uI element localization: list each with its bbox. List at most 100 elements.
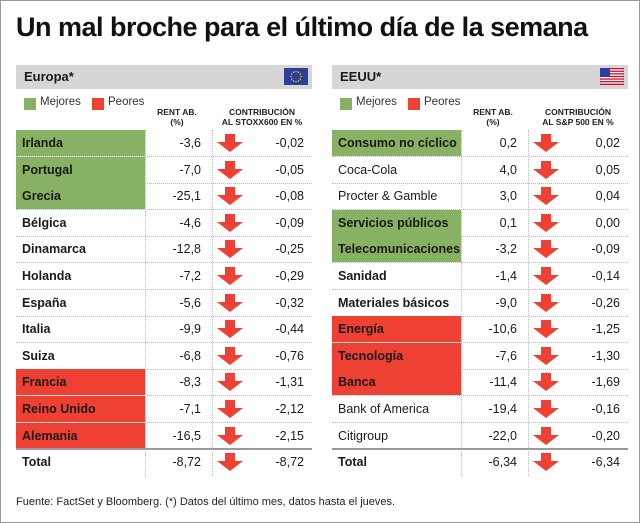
contrib-value: -0,32 (275, 295, 305, 310)
us-flag-icon (600, 68, 624, 85)
rent-value: 0,2 (499, 136, 517, 150)
row-label: Suiza (22, 348, 55, 363)
down-arrow-icon (217, 240, 243, 259)
down-arrow-icon (533, 320, 559, 339)
down-arrow-icon (217, 293, 243, 312)
legend-mejores-swatch (340, 98, 352, 110)
row-label: Consumo no cíclico (332, 130, 461, 156)
rent-value: -7,6 (495, 348, 517, 363)
contrib-value: -0,29 (275, 269, 305, 283)
europe-panel-header: Europa* (16, 65, 312, 89)
down-arrow-icon (533, 213, 559, 232)
table-row: Servicios públicos 0,1 0,00 (332, 209, 628, 237)
contrib-value: -0,20 (591, 428, 621, 443)
row-label: Coca-Cola (338, 162, 398, 177)
legend-peores-label: Peores (108, 96, 145, 108)
contrib-value: -1,69 (591, 375, 621, 390)
rent-header-line1: RENT AB. (473, 107, 513, 117)
table-row: Alemania -16,5 -2,15 (16, 422, 312, 450)
rent-value: -12,8 (172, 242, 202, 257)
row-label: Banca (332, 369, 461, 396)
total-row: Total -6,34 -6,34 (332, 449, 628, 476)
row-label: Bélgica (22, 215, 67, 230)
contrib-header-line2: AL STOXX600 EN % (221, 117, 303, 127)
eu-star (299, 73, 302, 75)
rent-column-header: RENT AB. (%) (146, 107, 208, 127)
rent-value: -3,2 (495, 242, 517, 257)
down-arrow-icon (533, 346, 559, 365)
eu-star (290, 73, 293, 75)
table-row: Materiales básicos -9,0 -0,26 (332, 290, 628, 317)
rent-header-line2: (%) (486, 117, 500, 127)
column-divider (212, 130, 213, 476)
eu-star (292, 71, 295, 73)
contrib-header-line2: AL S&P 500 EN % (542, 117, 614, 127)
down-arrow-icon (217, 320, 243, 339)
down-arrow-icon (217, 346, 243, 365)
contrib-header-line1: CONTRIBUCIÓN (228, 107, 296, 117)
down-arrow-icon (533, 134, 559, 152)
total-row: Total -8,72 -8,72 (16, 449, 312, 476)
contrib-value: 0,04 (595, 189, 620, 204)
row-label: Dinamarca (22, 242, 86, 257)
rent-value: -5,6 (179, 295, 201, 310)
down-arrow-icon (533, 400, 559, 418)
table-row: Sanidad -1,4 -0,14 (332, 263, 628, 290)
contrib-value: -0,25 (275, 242, 305, 257)
column-divider (528, 130, 529, 476)
down-arrow-icon (533, 267, 559, 285)
rent-value: -7,1 (179, 402, 201, 416)
row-label: Sanidad (338, 269, 387, 283)
eu-flag-icon (284, 68, 308, 85)
contrib-value: -0,02 (275, 136, 305, 150)
rent-value: 0,1 (499, 215, 517, 230)
contrib-value: -1,30 (591, 348, 621, 363)
row-label: Telecomunicaciones (332, 236, 461, 263)
contrib-value: -0,44 (275, 322, 305, 337)
eu-star (295, 80, 297, 83)
down-arrow-icon (217, 134, 243, 152)
legend-mejores-label: Mejores (40, 96, 81, 108)
rent-value: 4,0 (499, 162, 517, 177)
contrib-value: -1,25 (591, 322, 621, 337)
table-row: Portugal -7,0 -0,05 (16, 156, 312, 184)
eu-stars (290, 70, 302, 83)
contrib-value: -0,09 (275, 215, 305, 230)
eu-star (297, 71, 300, 73)
row-label: Energía (332, 316, 461, 343)
column-divider (461, 130, 462, 476)
contrib-value: -8,72 (275, 455, 305, 470)
down-arrow-icon (217, 160, 243, 179)
contrib-value: -6,34 (591, 455, 621, 470)
usa-panel-title: EEUU* (340, 69, 382, 84)
chart-title: Un mal broche para el último día de la s… (16, 12, 588, 42)
eu-star (292, 80, 295, 82)
contrib-column-header: CONTRIBUCIÓN AL S&P 500 EN % (528, 107, 628, 127)
contrib-value: -0,26 (591, 295, 621, 310)
table-row: Bank of America -19,4 -0,16 (332, 396, 628, 423)
down-arrow-icon (533, 373, 559, 392)
table-row: Consumo no cíclico 0,2 0,02 (332, 130, 628, 157)
row-label: Reino Unido (16, 396, 145, 422)
row-label: Bank of America (338, 402, 430, 416)
down-arrow-icon (217, 453, 243, 472)
down-arrow-icon (533, 160, 559, 179)
rent-value: -10,6 (488, 322, 518, 337)
contrib-value: -1,31 (275, 375, 305, 390)
table-row: Irlanda -3,6 -0,02 (16, 130, 312, 157)
legend-mejores-swatch (24, 98, 36, 110)
table-row: Italia -9,9 -0,44 (16, 316, 312, 344)
usa-panel: EEUU* Mejores Peores RENT AB. (%) CONTRI… (332, 65, 628, 485)
eu-star (295, 70, 297, 73)
row-label: Tecnología (332, 342, 461, 369)
contrib-value: -2,12 (275, 402, 305, 416)
table-row: Procter & Gamble 3,0 0,04 (332, 183, 628, 211)
europe-panel: Europa* Mejores Peores RENT AB. (%) CONT… (16, 65, 312, 485)
contrib-value: 0,00 (595, 215, 620, 230)
down-arrow-icon (217, 426, 243, 445)
rent-value: -19,4 (488, 402, 518, 416)
rent-value: -3,6 (179, 136, 201, 150)
table-row: Suiza -6,8 -0,76 (16, 343, 312, 370)
eu-star (297, 80, 300, 82)
down-arrow-icon (217, 213, 243, 232)
